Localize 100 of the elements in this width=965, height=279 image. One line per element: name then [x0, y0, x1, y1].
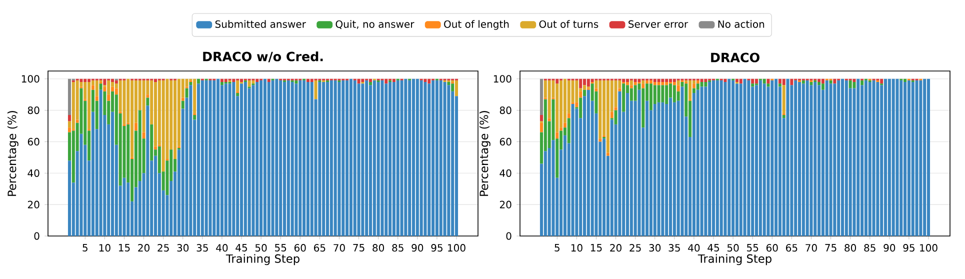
- x-tick-label: 50: [727, 244, 739, 252]
- bar: [661, 78, 664, 82]
- bar: [657, 102, 660, 236]
- bar: [790, 78, 794, 86]
- x-tick-label: 100: [448, 244, 466, 252]
- bar: [232, 78, 236, 82]
- bar: [114, 80, 118, 84]
- bar: [68, 115, 72, 122]
- x-tick-label: 65: [314, 244, 326, 252]
- bar: [310, 78, 314, 82]
- bar: [766, 84, 770, 87]
- bar: [556, 84, 559, 132]
- x-tick-label: 35: [668, 244, 680, 252]
- bar: [904, 82, 907, 236]
- bar: [110, 86, 114, 92]
- bar: [224, 78, 228, 82]
- bar: [923, 78, 926, 236]
- bar: [263, 78, 266, 236]
- bar: [68, 78, 72, 115]
- bar: [240, 84, 244, 236]
- bar: [556, 132, 559, 139]
- bar: [668, 98, 672, 236]
- bar: [99, 84, 102, 90]
- bar: [579, 78, 582, 88]
- bar: [236, 80, 240, 92]
- bar: [610, 112, 614, 118]
- bar: [743, 78, 746, 236]
- bar: [794, 80, 798, 236]
- bar: [844, 80, 848, 236]
- bar: [676, 80, 680, 86]
- bar: [193, 78, 196, 114]
- bar: [758, 80, 762, 236]
- bar: [103, 78, 106, 86]
- y-tick-label: 60: [28, 138, 40, 146]
- bar: [802, 84, 805, 236]
- bar: [99, 90, 102, 236]
- bar: [911, 82, 914, 236]
- bar: [267, 78, 270, 82]
- bar: [80, 134, 83, 236]
- bar: [236, 93, 240, 96]
- bar: [556, 78, 559, 84]
- bar: [384, 84, 388, 236]
- bar: [189, 82, 192, 86]
- bar: [424, 78, 427, 82]
- legend-label: Out of turns: [539, 20, 598, 28]
- y-tick-label: 20: [500, 200, 512, 208]
- x-tick-label: 35: [196, 244, 208, 252]
- bar: [606, 80, 610, 153]
- bar: [786, 78, 790, 236]
- chart-title: DRACO: [711, 52, 760, 62]
- bar: [735, 78, 738, 82]
- bar: [563, 135, 566, 236]
- bar: [552, 140, 555, 236]
- bar: [751, 78, 754, 84]
- y-axis-title: Percentage (%): [7, 110, 18, 196]
- bar: [638, 90, 641, 236]
- legend-label: Out of length: [444, 20, 509, 30]
- bar: [232, 82, 236, 236]
- bar: [860, 80, 864, 86]
- legend-label: Quit, no answer: [336, 20, 414, 30]
- bar: [286, 80, 290, 236]
- bar: [384, 78, 388, 84]
- bar: [142, 80, 146, 132]
- legend-label: Submitted answer: [215, 20, 306, 28]
- bar: [818, 78, 821, 82]
- bar: [762, 78, 766, 84]
- bar: [326, 82, 330, 236]
- x-tick-label: 30: [177, 244, 189, 252]
- bar: [622, 78, 626, 82]
- bar: [416, 78, 419, 236]
- bar: [357, 84, 360, 236]
- x-tick-label: 70: [806, 244, 817, 252]
- bar: [818, 85, 821, 236]
- bar: [864, 80, 868, 236]
- bar: [107, 94, 110, 101]
- bar: [668, 78, 672, 82]
- bar: [114, 88, 118, 95]
- bar: [368, 82, 372, 86]
- y-tick-label: 100: [494, 75, 512, 83]
- x-tick-label: 15: [118, 244, 130, 252]
- x-tick-label: 5: [554, 244, 560, 252]
- bar: [252, 85, 255, 236]
- bar: [915, 80, 918, 236]
- bar: [700, 86, 704, 236]
- bar: [653, 78, 656, 82]
- bar: [392, 78, 396, 82]
- bar: [306, 78, 310, 82]
- bar: [454, 80, 458, 96]
- x-tick-label: 25: [158, 244, 169, 252]
- bar: [439, 80, 442, 236]
- x-tick-label: 95: [903, 244, 914, 252]
- bar: [181, 98, 184, 101]
- bar: [586, 78, 590, 87]
- x-tick-label: 10: [571, 244, 582, 252]
- bar: [720, 80, 723, 236]
- y-tick-label: 60: [500, 138, 512, 146]
- bar: [770, 80, 774, 236]
- x-tick-label: 90: [412, 244, 424, 252]
- bar: [342, 80, 345, 236]
- bar: [162, 80, 165, 172]
